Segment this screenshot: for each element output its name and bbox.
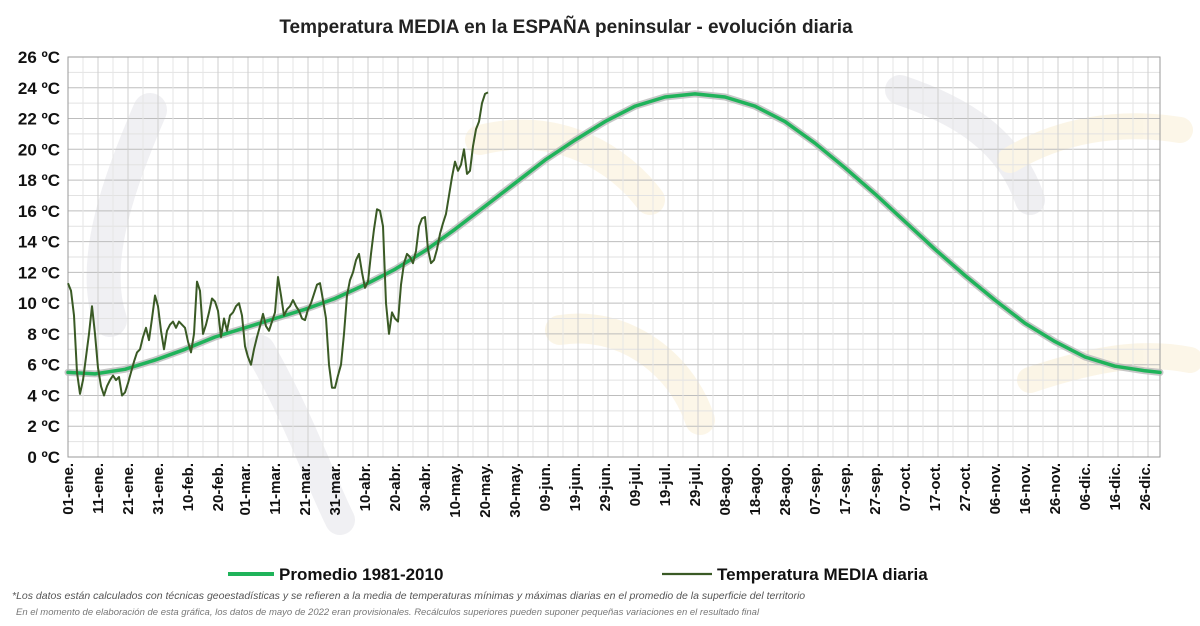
x-tick-label: 10-feb. bbox=[180, 463, 197, 511]
y-tick-label: 16 ºC bbox=[18, 202, 60, 221]
x-tick-label: 17-oct. bbox=[927, 463, 944, 511]
x-tick-label: 16-nov. bbox=[1017, 463, 1034, 514]
plot-area-frame bbox=[67, 56, 1161, 458]
x-tick-label: 29-jul. bbox=[687, 463, 704, 506]
x-tick-label: 31-mar. bbox=[327, 463, 344, 516]
x-tick-label: 29-jun. bbox=[597, 463, 614, 511]
y-tick-label: 6 ºC bbox=[27, 356, 60, 375]
x-tick-label: 21-ene. bbox=[120, 463, 137, 515]
y-tick-label: 10 ºC bbox=[18, 294, 60, 313]
x-tick-label: 06-nov. bbox=[987, 463, 1004, 514]
x-tick-label: 17-sep. bbox=[837, 463, 854, 515]
y-tick-label: 12 ºC bbox=[18, 263, 60, 282]
footnote-methodology: *Los datos están calculados con técnicas… bbox=[12, 590, 806, 602]
x-tick-label: 18-ago. bbox=[747, 463, 764, 516]
x-tick-label: 07-sep. bbox=[807, 463, 824, 515]
legend-label-diaria: Temperatura MEDIA diaria bbox=[717, 565, 928, 584]
y-tick-label: 2 ºC bbox=[27, 417, 60, 436]
series-diaria-line bbox=[67, 91, 489, 397]
x-tick-label: 21-mar. bbox=[297, 463, 314, 516]
y-tick-label: 4 ºC bbox=[27, 386, 60, 405]
x-tick-label: 20-feb. bbox=[210, 463, 227, 511]
x-tick-label: 26-dic. bbox=[1137, 463, 1154, 511]
x-tick-label: 30-may. bbox=[507, 463, 524, 518]
y-axis-labels: 0 ºC 2 ºC 4 ºC 6 ºC 8 ºC 10 ºC 12 ºC 14 ºC 16 ºC… bbox=[18, 48, 60, 467]
x-tick-label: 11-mar. bbox=[267, 463, 284, 515]
x-tick-label: 10-abr. bbox=[357, 463, 374, 511]
x-tick-label: 07-oct. bbox=[897, 463, 914, 511]
x-axis-labels: 01-ene. 11-ene. 21-ene. 31-ene. 10-feb. 20-fe… bbox=[60, 463, 1154, 518]
x-tick-label: 09-jul. bbox=[627, 463, 644, 506]
x-tick-label: 10-may. bbox=[447, 463, 464, 518]
y-tick-label: 14 ºC bbox=[18, 233, 60, 252]
y-tick-label: 18 ºC bbox=[18, 171, 60, 190]
series-promedio-line bbox=[66, 92, 1162, 376]
x-tick-label: 11-ene. bbox=[90, 463, 107, 514]
x-tick-label: 28-ago. bbox=[777, 463, 794, 516]
chart-title: Temperatura MEDIA en la ESPAÑA peninsula… bbox=[279, 16, 853, 38]
x-tick-label: 26-nov. bbox=[1047, 463, 1064, 514]
series-layer bbox=[64, 90, 1164, 397]
x-tick-label: 30-abr. bbox=[417, 463, 434, 511]
y-tick-label: 8 ºC bbox=[27, 325, 60, 344]
x-tick-label: 01-mar. bbox=[237, 463, 254, 516]
x-tick-label: 16-dic. bbox=[1107, 463, 1124, 511]
plot-border bbox=[67, 56, 1161, 458]
x-tick-label: 27-oct. bbox=[957, 463, 974, 511]
y-tick-label: 26 ºC bbox=[18, 48, 60, 67]
y-tick-label: 24 ºC bbox=[18, 79, 60, 98]
y-tick-label: 22 ºC bbox=[18, 110, 60, 129]
x-tick-label: 20-abr. bbox=[387, 463, 404, 511]
watermark-logo bbox=[86, 75, 1200, 535]
x-tick-label: 09-jun. bbox=[537, 463, 554, 511]
x-tick-label: 19-jul. bbox=[657, 463, 674, 506]
x-tick-label: 19-jun. bbox=[567, 463, 584, 511]
x-tick-label: 27-sep. bbox=[867, 463, 884, 515]
y-tick-label: 0 ºC bbox=[27, 448, 60, 467]
x-tick-label: 01-ene. bbox=[60, 463, 77, 515]
x-tick-label: 08-ago. bbox=[717, 463, 734, 516]
legend-label-promedio: Promedio 1981-2010 bbox=[279, 565, 443, 584]
y-tick-label: 20 ºC bbox=[18, 140, 60, 159]
gridlines bbox=[67, 56, 1160, 458]
footnote-provisional: En el momento de elaboración de esta grá… bbox=[16, 607, 760, 618]
x-tick-label: 31-ene. bbox=[150, 463, 167, 515]
legend: Promedio 1981-2010 Temperatura MEDIA dia… bbox=[228, 565, 928, 584]
x-tick-label: 20-may. bbox=[477, 463, 494, 518]
x-tick-label: 06-dic. bbox=[1077, 463, 1094, 511]
